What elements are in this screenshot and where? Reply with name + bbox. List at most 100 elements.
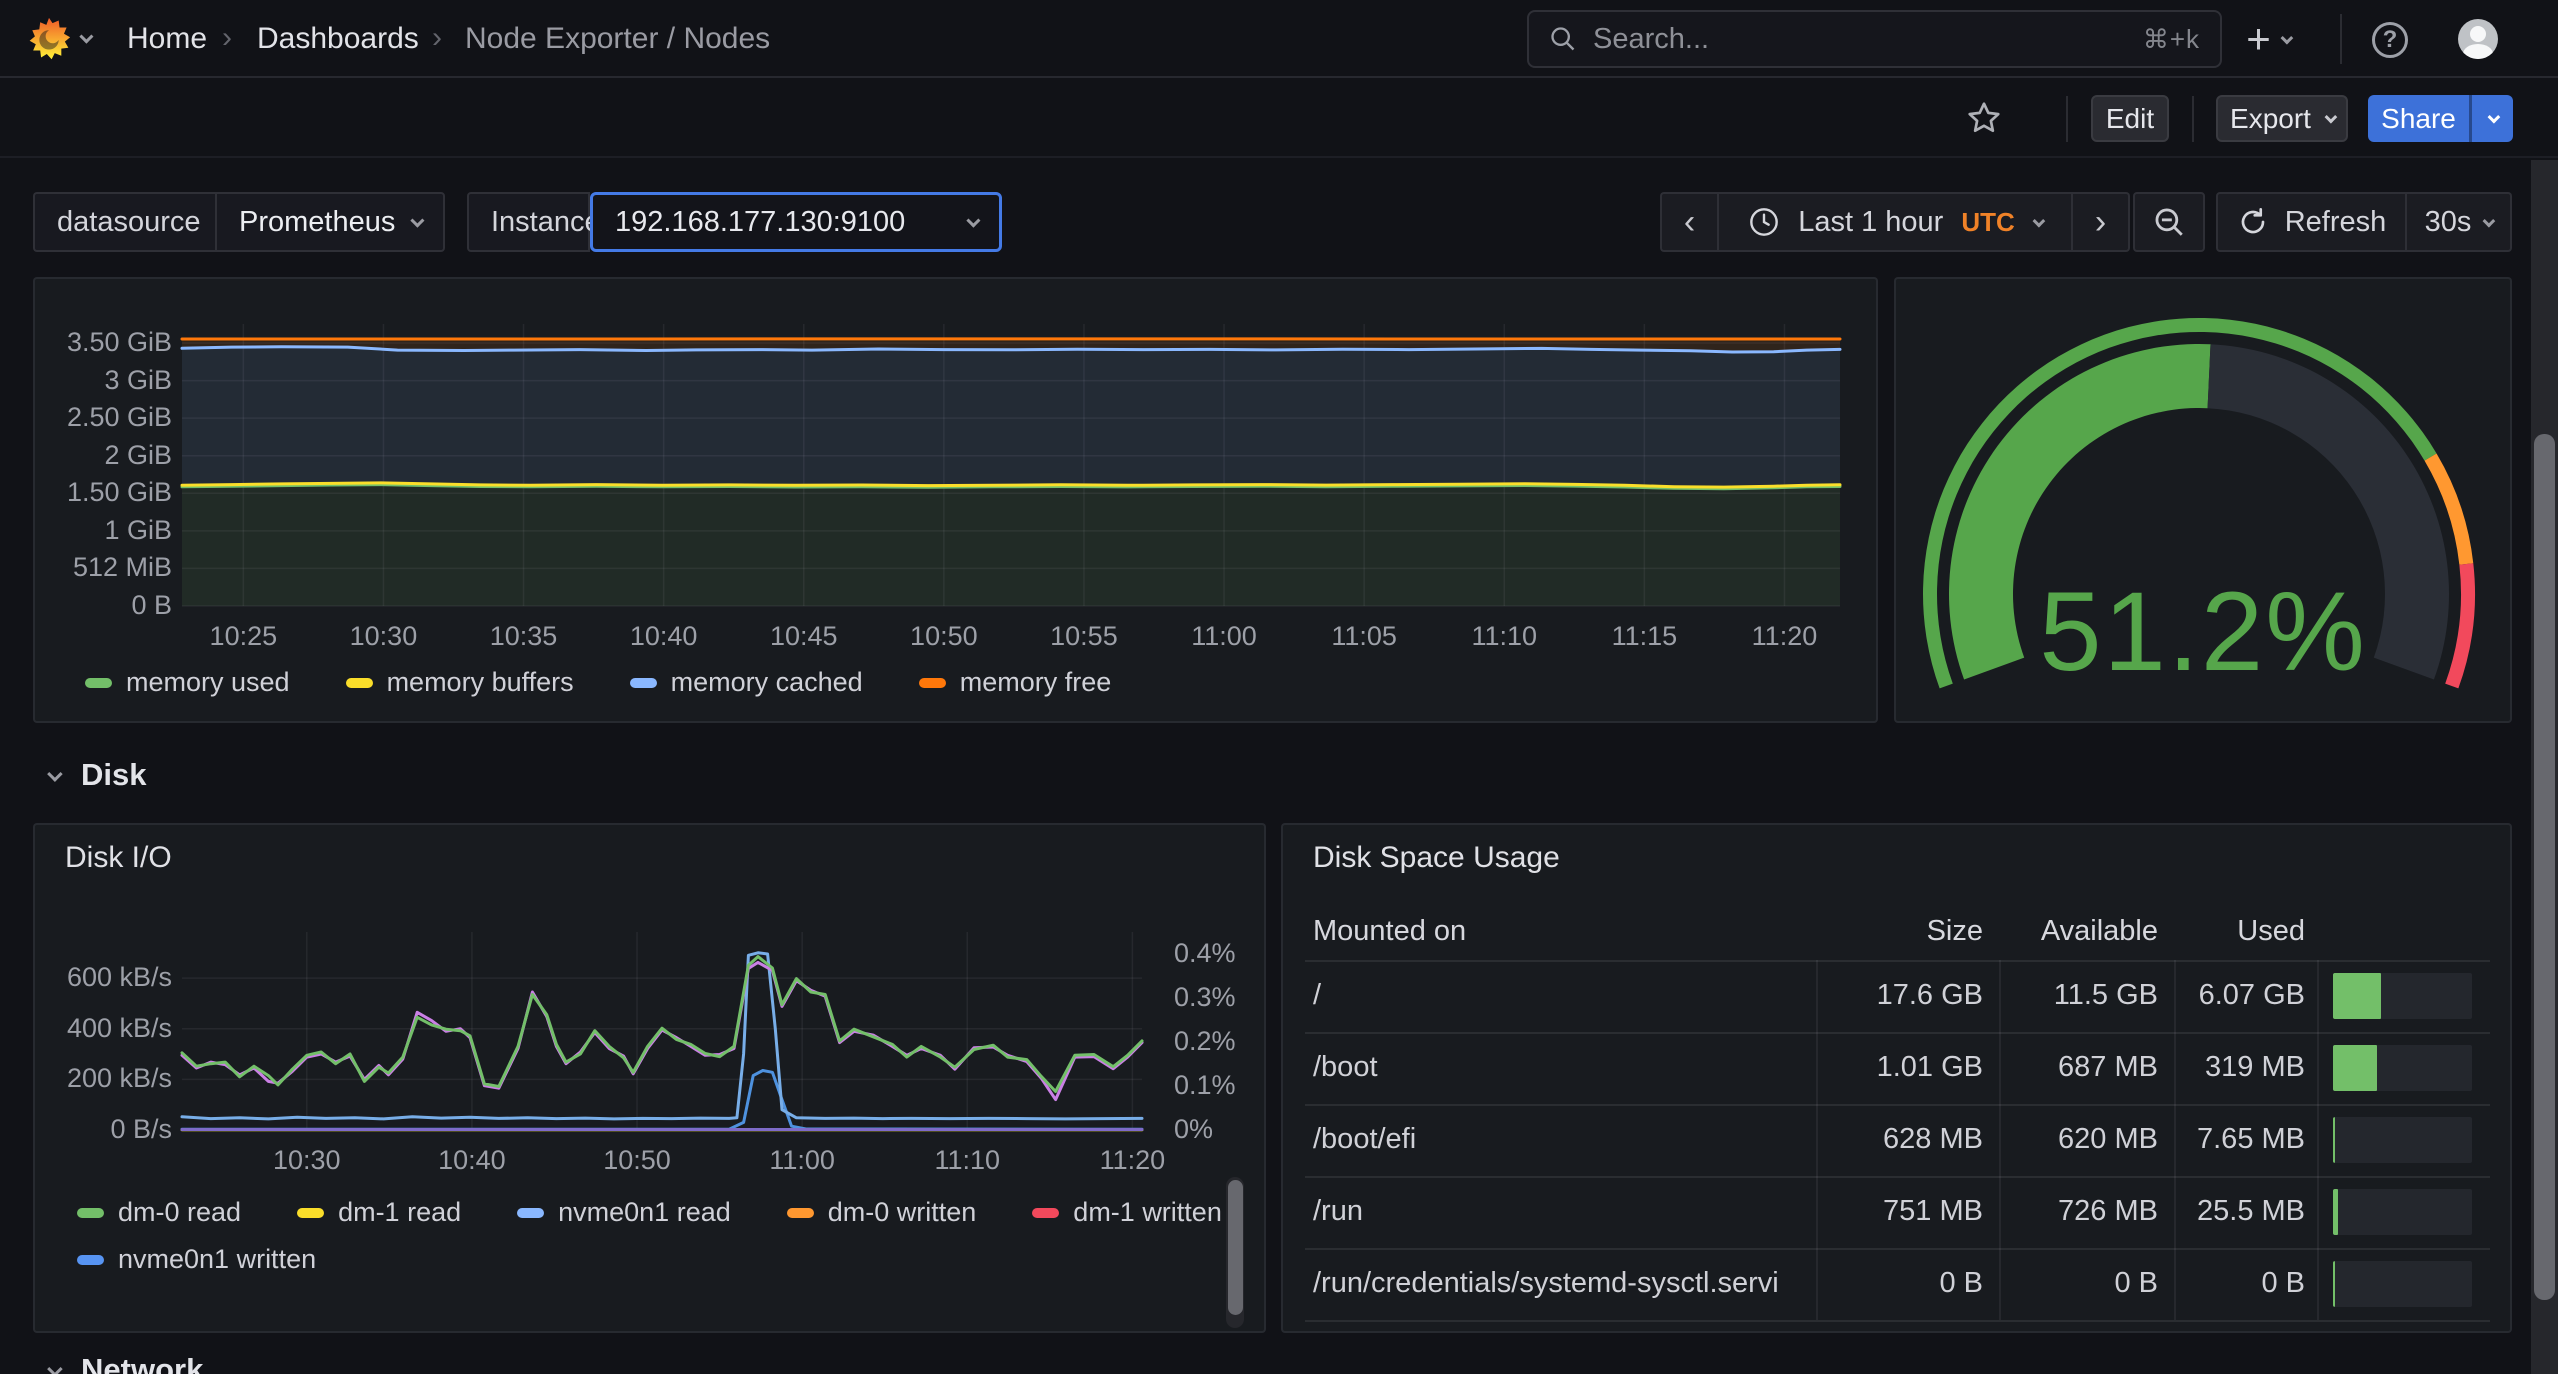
table-column-divider <box>2317 960 2319 1320</box>
time-range-back-button[interactable]: ‹ <box>1660 192 1717 252</box>
y-axis-tick-label: 2 GiB <box>104 439 172 470</box>
toolbar-divider <box>2192 96 2194 142</box>
time-range-picker[interactable]: Last 1 hour UTC <box>1717 192 2073 252</box>
table-column-divider <box>1816 960 1818 1320</box>
x-axis-tick-label: 11:00 <box>769 1145 835 1175</box>
table-header-separator <box>1305 960 2490 962</box>
export-button[interactable]: Export <box>2216 95 2348 142</box>
legend-row: dm-0 read dm-1 read nvme0n1 read dm-0 writt… <box>77 1197 1222 1228</box>
help-icon[interactable]: ? <box>2372 22 2408 58</box>
y-axis-tick-label: 1 GiB <box>104 514 172 545</box>
legend-item-dm-0-written[interactable]: dm-0 written <box>786 1197 976 1228</box>
panel-title-disk-space-usage[interactable]: Disk Space Usage <box>1313 841 1560 874</box>
refresh-button[interactable]: Refresh <box>2216 192 2407 252</box>
legend-label: dm-0 read <box>118 1197 242 1227</box>
legend-item-memory-used[interactable]: memory used <box>85 667 290 698</box>
used-bar-fill <box>2333 1045 2377 1091</box>
instance-label-text: Instance <box>491 205 601 238</box>
breadcrumb-separator: › <box>432 21 442 54</box>
timezone-label: UTC <box>1961 206 2015 237</box>
legend-item-nvme0n1-written[interactable]: nvme0n1 written <box>77 1244 316 1275</box>
collapse-chevron-icon <box>47 1360 63 1374</box>
datasource-picker[interactable]: Prometheus <box>215 192 445 252</box>
legend-item-memory-cached[interactable]: memory cached <box>629 667 863 698</box>
cell-mounted-on: /boot/efi <box>1313 1123 1417 1155</box>
x-axis-tick-label: 11:05 <box>1331 621 1397 651</box>
table-column-divider <box>1999 960 2001 1320</box>
gauge-chart <box>1922 317 2475 689</box>
series-line-nvme0n1-written <box>180 1069 1144 1131</box>
cell-mounted-on: / <box>1313 979 1322 1011</box>
avatar[interactable] <box>2458 19 2498 59</box>
x-axis-tick-label: 11:10 <box>934 1145 1001 1175</box>
chevron-down-icon <box>2280 31 2294 44</box>
breadcrumb-home[interactable]: Home <box>127 22 208 55</box>
legend-item-memory-buffers[interactable]: memory buffers <box>345 667 574 698</box>
share-button[interactable]: Share <box>2368 95 2469 142</box>
memory-gauge-panel: 51.2% <box>1894 277 2512 723</box>
used-bar-fill <box>2333 1261 2335 1307</box>
search-input[interactable] <box>1593 22 2143 56</box>
x-axis-tick-label: 10:35 <box>489 621 558 651</box>
star-icon[interactable] <box>1962 96 2006 140</box>
legend-scrollbar-thumb[interactable] <box>1227 1180 1243 1315</box>
breadcrumb-current-dashboard[interactable]: Node Exporter / Nodes <box>465 22 771 55</box>
legend-scrollbar-track[interactable] <box>1226 1177 1244 1328</box>
legend-swatch <box>85 677 112 688</box>
cell-size: 751 MB <box>1883 1195 1983 1227</box>
x-axis-tick-label: 11:15 <box>1611 621 1678 651</box>
edit-button[interactable]: Edit <box>2091 95 2169 142</box>
zoom-out-icon <box>2155 208 2183 236</box>
chevron-left-icon: ‹ <box>1683 202 1696 241</box>
section-header-network[interactable]: Network <box>47 1352 203 1374</box>
refresh-interval-picker[interactable]: 30s <box>2407 192 2512 252</box>
breadcrumb-dashboards[interactable]: Dashboards <box>257 22 419 55</box>
search-input-container[interactable]: ⌘+k <box>1527 10 2222 68</box>
y-axis-tick-label: 512 MiB <box>72 552 172 583</box>
legend-item-nvme0n1-read[interactable]: nvme0n1 read <box>517 1197 731 1228</box>
legend-label: memory buffers <box>386 667 574 697</box>
memory-chart <box>180 324 1842 607</box>
x-axis-tick-label: 11:00 <box>1191 621 1257 651</box>
zoom-out-button[interactable] <box>2133 192 2205 252</box>
legend-swatch <box>629 677 657 688</box>
instance-picker[interactable]: 192.168.177.130:9100 <box>590 192 1002 252</box>
x-axis-tick-label: 11:20 <box>1099 1145 1166 1175</box>
grafana-logo[interactable] <box>27 17 71 61</box>
chevron-down-icon <box>2482 214 2496 227</box>
legend-item-dm-1-written[interactable]: dm-1 written <box>1032 1197 1222 1228</box>
legend-label: memory used <box>126 667 290 697</box>
cell-size: 17.6 GB <box>1876 979 1983 1011</box>
clock-icon <box>1750 208 1779 236</box>
cell-used: 7.65 MB <box>2197 1123 2305 1155</box>
panel-title-disk-io[interactable]: Disk I/O <box>65 841 172 874</box>
legend-swatch <box>786 1207 814 1218</box>
cell-size: 628 MB <box>1883 1123 1983 1155</box>
toolbar-divider <box>2066 96 2068 142</box>
series-line-dm-0-read <box>180 955 1144 1093</box>
table-row-separator <box>1305 1176 2490 1178</box>
legend-swatch <box>297 1207 325 1218</box>
org-switcher-chevron-icon[interactable] <box>79 29 94 44</box>
avatar-head <box>2470 26 2486 42</box>
x-axis-tick-label: 10:45 <box>769 621 838 651</box>
section-header-disk[interactable]: Disk <box>47 757 146 793</box>
cell-mounted-on: /run/credentials/systemd-sysctl.servi <box>1313 1267 1779 1299</box>
page-scrollbar-track[interactable] <box>2531 160 2558 1374</box>
new-menu-button[interactable]: + <box>2240 16 2296 62</box>
page-scrollbar-thumb[interactable] <box>2534 434 2555 1300</box>
refresh-interval-value: 30s <box>2424 205 2472 238</box>
legend-swatch <box>77 1207 104 1218</box>
legend-swatch <box>345 677 373 688</box>
disk-io-panel: Disk I/O 600 kB/s 400 kB/s 200 kB/s 0 B/s 0.… <box>33 823 1266 1333</box>
cell-mounted-on: /run <box>1313 1195 1363 1227</box>
legend-item-dm-1-read[interactable]: dm-1 read <box>297 1197 461 1228</box>
right-y-axis-tick-label: 0% <box>1174 1114 1214 1144</box>
legend-item-memory-free[interactable]: memory free <box>918 667 1111 698</box>
share-options-button[interactable] <box>2469 95 2513 142</box>
cell-available: 726 MB <box>2058 1195 2158 1227</box>
legend-item-dm-0-read[interactable]: dm-0 read <box>77 1197 241 1228</box>
search-icon <box>1551 27 1575 51</box>
time-range-forward-button[interactable]: › <box>2073 192 2130 252</box>
x-axis-tick-label: 10:40 <box>438 1145 506 1175</box>
